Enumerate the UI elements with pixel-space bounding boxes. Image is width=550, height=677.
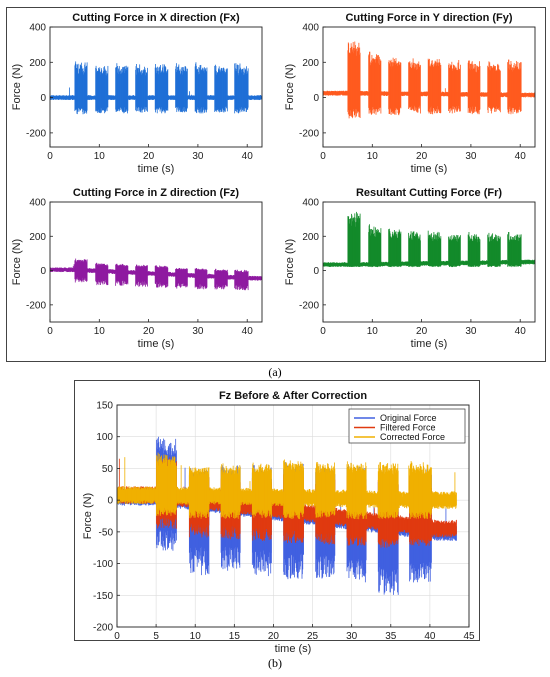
x-tick-label: 0 (114, 631, 120, 642)
y-tick-label: 200 (29, 58, 46, 69)
x-tick-label: 20 (143, 151, 155, 162)
y-tick-label: -200 (26, 128, 46, 139)
series-fz (50, 258, 262, 291)
x-tick-label: 25 (307, 631, 319, 642)
legend-entry: Original Force (380, 413, 437, 423)
x-tick-label: 45 (463, 631, 475, 642)
axes-frame (116, 404, 470, 628)
series-group (323, 211, 535, 268)
y-tick-label: 0 (107, 496, 113, 507)
legend-entry: Filtered Force (380, 423, 436, 433)
y-tick-label: 0 (40, 93, 46, 104)
y-tick-label: 200 (302, 58, 319, 69)
plot-title: Cutting Force in Y direction (Fy) (345, 12, 512, 24)
x-axis-label: time (s) (138, 338, 175, 350)
x-tick-label: 20 (268, 631, 280, 642)
axes-frame (49, 201, 263, 323)
caption-b: (b) (268, 656, 282, 670)
series-group (50, 258, 262, 291)
y-axis-label: Force (N) (284, 64, 296, 110)
axes-frame (322, 26, 536, 148)
x-tick-label: 10 (367, 326, 379, 337)
x-axis-label: time (s) (275, 643, 312, 655)
plot-fr: 0 10 20 30 40 -200 0 200 400 Resultant Cutting Fo… (284, 187, 536, 350)
series-fx (50, 61, 262, 115)
x-tick-label: 20 (143, 326, 155, 337)
x-tick-label: 40 (515, 326, 527, 337)
x-tick-label: 20 (416, 151, 428, 162)
x-tick-label: 0 (320, 151, 326, 162)
y-tick-label: -100 (93, 559, 113, 570)
x-tick-label: 10 (94, 326, 106, 337)
x-tick-label: 30 (192, 151, 204, 162)
x-axis-label: time (s) (411, 163, 448, 175)
y-tick-label: 150 (96, 401, 113, 412)
y-tick-label: -200 (299, 300, 319, 311)
x-tick-label: 5 (153, 631, 159, 642)
x-tick-label: 40 (424, 631, 436, 642)
x-tick-label: 15 (229, 631, 241, 642)
caption-a: (a) (268, 365, 282, 379)
x-tick-label: 0 (47, 326, 53, 337)
x-axis-label: time (s) (138, 163, 175, 175)
x-tick-label: 10 (190, 631, 202, 642)
y-tick-label: -150 (93, 591, 113, 602)
series-group (117, 436, 457, 595)
x-axis-label: time (s) (411, 338, 448, 350)
plot-fz: 0 10 20 30 40 -200 0 200 400 Cutting Force in Z d… (11, 187, 263, 350)
y-tick-label: 100 (96, 432, 113, 443)
y-axis-label: Force (N) (82, 493, 94, 539)
x-tick-label: 30 (465, 151, 477, 162)
series-group (50, 61, 262, 115)
series-corrected-force (117, 452, 457, 520)
y-tick-label: 400 (302, 198, 319, 209)
y-tick-label: -200 (299, 128, 319, 139)
plot-fy: 0 10 20 30 40 -200 0 200 400 Cutting Force in Y d… (284, 12, 536, 175)
y-axis-label: Force (N) (11, 239, 23, 285)
x-tick-label: 40 (242, 326, 254, 337)
plot-title: Cutting Force in X direction (Fx) (72, 12, 240, 24)
y-tick-label: 50 (102, 464, 114, 475)
plot-fzc: 0 5 10 15 20 25 30 35 40 45 -200 -150 -100 -50 0 50 100 1… (82, 390, 475, 655)
series-fr (323, 211, 535, 268)
axes-frame (322, 201, 536, 323)
y-tick-label: 0 (313, 266, 319, 277)
y-tick-label: 400 (302, 23, 319, 34)
y-tick-label: -50 (99, 527, 114, 538)
axes-frame (49, 26, 263, 148)
y-tick-label: 200 (29, 232, 46, 243)
x-tick-label: 40 (242, 151, 254, 162)
y-tick-label: -200 (93, 623, 113, 634)
x-tick-label: 30 (465, 326, 477, 337)
x-tick-label: 30 (346, 631, 358, 642)
plot-fx: 0 10 20 30 40 -200 0 200 400 Cutting Force in X d… (11, 12, 263, 175)
legend-entry: Corrected Force (380, 432, 445, 442)
x-tick-label: 20 (416, 326, 428, 337)
x-tick-label: 10 (94, 151, 106, 162)
y-tick-label: 400 (29, 23, 46, 34)
y-tick-label: 400 (29, 198, 46, 209)
plot-title: Cutting Force in Z direction (Fz) (73, 187, 240, 199)
y-tick-label: 0 (313, 93, 319, 104)
x-tick-label: 30 (192, 326, 204, 337)
x-tick-label: 35 (385, 631, 397, 642)
series-fy (323, 41, 535, 119)
y-axis-label: Force (N) (284, 239, 296, 285)
y-tick-label: 200 (302, 232, 319, 243)
plot-title: Resultant Cutting Force (Fr) (356, 187, 502, 199)
x-tick-label: 40 (515, 151, 527, 162)
y-axis-label: Force (N) (11, 64, 23, 110)
y-tick-label: -200 (26, 300, 46, 311)
series-group (323, 41, 535, 119)
plot-title: Fz Before & After Correction (219, 390, 367, 402)
x-tick-label: 0 (47, 151, 53, 162)
x-tick-label: 0 (320, 326, 326, 337)
x-tick-label: 10 (367, 151, 379, 162)
y-tick-label: 0 (40, 266, 46, 277)
